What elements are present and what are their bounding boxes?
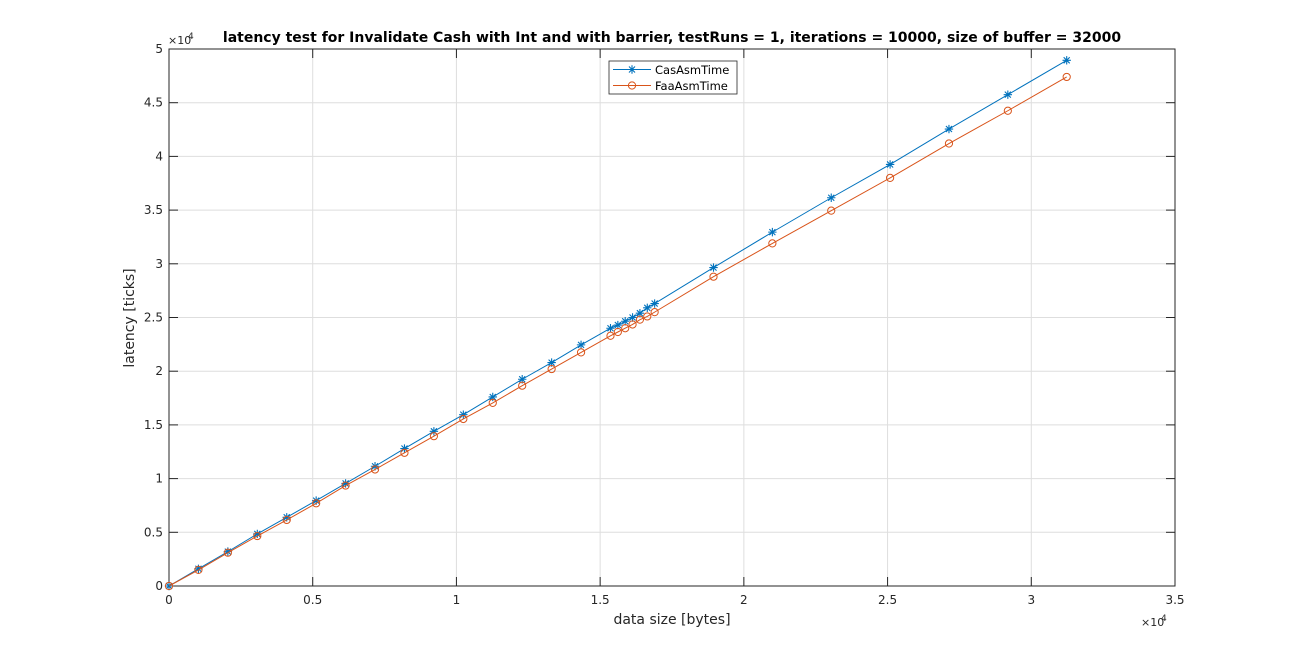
data-point-FaaAsmTime: [253, 531, 262, 541]
y-tick-label: 2.5: [144, 311, 163, 325]
data-point-CasAsmTime: [311, 496, 321, 505]
data-point-FaaAsmTime: [635, 315, 645, 324]
data-point-FaaAsmTime: [312, 499, 321, 508]
data-point-CasAsmTime: [628, 313, 637, 322]
data-point-CasAsmTime: [643, 303, 652, 313]
data-point-FaaAsmTime: [944, 139, 954, 148]
series-FaaAsmTime: [164, 72, 1071, 591]
x-tick-label: 0: [165, 593, 173, 607]
chart-title: latency test for Invalidate Cash with In…: [223, 30, 1121, 46]
data-point-CasAsmTime: [650, 299, 659, 308]
data-point-FaaAsmTime: [827, 206, 836, 215]
data-point-FaaAsmTime: [370, 465, 380, 474]
data-point-FaaAsmTime: [650, 308, 659, 317]
y-exponent-base: ×10: [168, 34, 191, 47]
y-tick-label: 1: [155, 472, 163, 486]
x-tick-label: 2.5: [878, 593, 897, 607]
legend-marker-symbol: [627, 65, 637, 74]
x-exponent-base: ×10: [1141, 616, 1164, 629]
data-point-FaaAsmTime: [1003, 106, 1012, 115]
y-tick-label: 1.5: [144, 418, 163, 432]
data-point-CasAsmTime: [944, 124, 954, 134]
data-point-CasAsmTime: [1062, 56, 1071, 65]
data-point-FaaAsmTime: [341, 481, 350, 490]
x-axis-exponent: ×10 4: [1141, 614, 1167, 629]
data-point-FaaAsmTime: [547, 364, 556, 374]
y-tick-label: 2: [155, 364, 163, 378]
data-point-CasAsmTime: [253, 529, 262, 539]
y-tick-label: 0: [155, 579, 163, 593]
data-point-FaaAsmTime: [613, 327, 622, 337]
data-point-CasAsmTime: [635, 309, 645, 318]
x-exponent-power: 4: [1161, 614, 1167, 624]
legend-marker-cas: [627, 65, 637, 74]
y-tick-label: 4: [155, 149, 163, 163]
x-axis-label: data size [bytes]: [613, 612, 730, 628]
y-tick-label: 3: [155, 257, 163, 271]
data-point-CasAsmTime: [885, 160, 895, 169]
data-point-CasAsmTime: [613, 320, 623, 330]
x-tick-label: 3: [1027, 593, 1035, 607]
data-point-FaaAsmTime: [400, 448, 409, 457]
legend-marker-faa: [627, 81, 637, 90]
y-tick-label: 0.5: [144, 525, 163, 539]
legend-label-faa: FaaAsmTime: [655, 79, 728, 93]
data-point-CasAsmTime: [827, 193, 836, 202]
data-point-FaaAsmTime: [628, 320, 637, 329]
series-layer: [164, 56, 1071, 591]
data-point-CasAsmTime: [709, 263, 718, 272]
x-tick-label: 3.5: [1165, 593, 1184, 607]
data-point-FaaAsmTime: [709, 272, 718, 281]
data-point-CasAsmTime: [768, 227, 777, 237]
y-axis-label: latency [ticks]: [122, 268, 138, 367]
data-point-CasAsmTime: [576, 340, 586, 350]
grid-lines: [169, 49, 1175, 586]
data-point-CasAsmTime: [341, 479, 350, 488]
data-point-FaaAsmTime: [459, 414, 468, 424]
data-point-FaaAsmTime: [621, 324, 630, 333]
data-point-CasAsmTime: [488, 392, 497, 402]
legend-label-cas: CasAsmTime: [655, 63, 729, 77]
y-tick-label: 4.5: [144, 96, 163, 110]
data-point-CasAsmTime: [459, 410, 468, 419]
data-point-CasAsmTime: [621, 317, 630, 326]
data-point-CasAsmTime: [606, 324, 615, 333]
x-tick-label: 1.5: [591, 593, 610, 607]
data-point-FaaAsmTime: [886, 173, 895, 182]
x-tick-label: 2: [740, 593, 748, 607]
data-point-FaaAsmTime: [768, 239, 777, 248]
data-point-CasAsmTime: [223, 547, 233, 556]
data-point-CasAsmTime: [547, 358, 556, 367]
x-tick-label: 0.5: [303, 593, 322, 607]
data-point-CasAsmTime: [1003, 90, 1013, 99]
data-point-CasAsmTime: [429, 427, 439, 436]
y-axis-exponent: ×10 4: [168, 32, 194, 47]
x-tick-label: 1: [453, 593, 461, 607]
legend: CasAsmTime FaaAsmTime: [608, 60, 738, 95]
data-point-CasAsmTime: [282, 513, 291, 522]
data-point-CasAsmTime: [517, 375, 527, 384]
data-point-FaaAsmTime: [518, 381, 527, 390]
data-point-FaaAsmTime: [643, 312, 652, 321]
y-tick-label: 3.5: [144, 203, 163, 217]
data-point-FaaAsmTime: [223, 548, 232, 557]
data-point-FaaAsmTime: [429, 432, 438, 441]
series-line-FaaAsmTime: [168, 76, 1067, 587]
data-point-CasAsmTime: [400, 444, 409, 453]
axis-ticks: 0 0.5 1 1.5 2 2.5 3 3.5 0 0.5 1 1.5 2 2.5 3 3.5 4 4.5 5: [144, 42, 1185, 607]
y-exponent-power: 4: [188, 32, 194, 42]
legend-marker-symbol: [627, 81, 637, 90]
data-point-FaaAsmTime: [282, 515, 291, 525]
data-point-FaaAsmTime: [194, 565, 203, 574]
data-point-FaaAsmTime: [164, 581, 174, 591]
data-point-CasAsmTime: [194, 564, 203, 574]
data-point-FaaAsmTime: [1062, 72, 1071, 82]
data-point-FaaAsmTime: [576, 348, 586, 357]
data-point-FaaAsmTime: [488, 398, 497, 407]
y-tick-label: 5: [155, 42, 163, 56]
data-point-FaaAsmTime: [606, 331, 615, 340]
